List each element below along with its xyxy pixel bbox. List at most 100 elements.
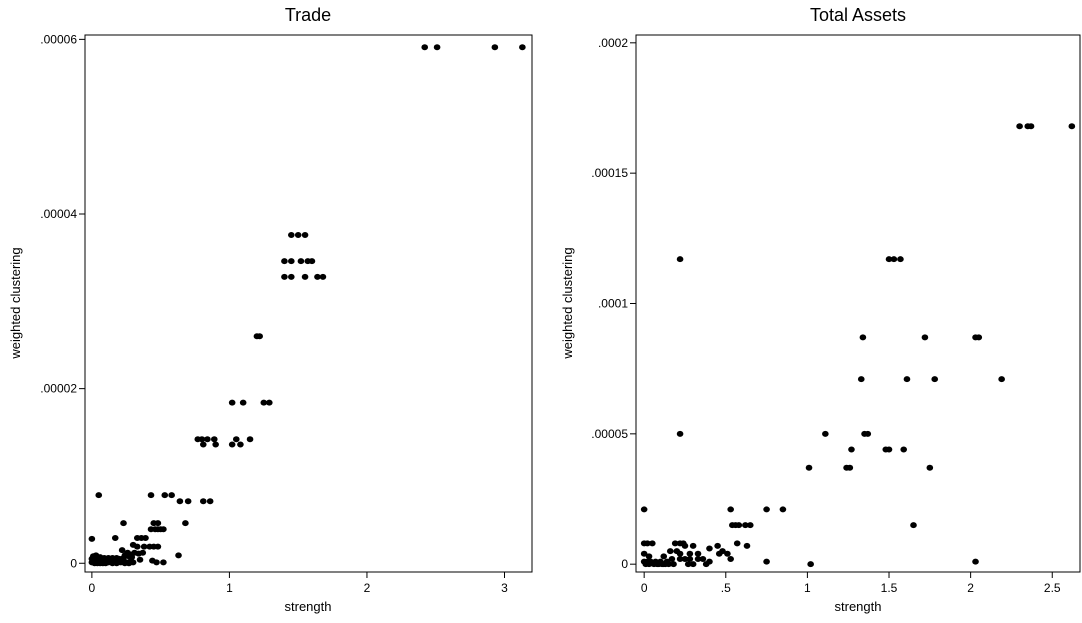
total-assets-data-point — [644, 540, 651, 547]
total-assets-data-point — [864, 430, 872, 437]
trade-data-point — [210, 436, 218, 443]
trade-data-point — [136, 556, 144, 563]
trade-data-point — [204, 436, 211, 443]
total-assets-data-point — [676, 430, 684, 437]
total-assets-data-point — [921, 334, 929, 341]
total-assets-data-point — [671, 540, 679, 547]
trade-data-point — [199, 498, 207, 505]
trade-data-point — [519, 44, 526, 51]
trade-data-point — [266, 399, 273, 406]
total-assets-data-point — [645, 553, 653, 560]
trade-data-point — [176, 498, 184, 505]
trade-data-point — [120, 520, 127, 527]
total-assets-data-point — [998, 376, 1005, 383]
total-assets-x-tick-label: 2.5 — [1044, 581, 1061, 595]
total-assets-data-point — [689, 561, 697, 568]
trade-data-point — [294, 231, 302, 238]
trade-ticks: 0 1 2 3 0 .00002 .00004 .00006 — [40, 32, 508, 595]
total-assets-data-point — [972, 558, 979, 565]
total-assets-x-axis-label: strength — [835, 599, 882, 614]
trade-data-point — [228, 441, 236, 448]
total-assets-data-point — [714, 542, 721, 549]
total-assets-data-point — [743, 542, 751, 549]
trade-data-point — [118, 547, 126, 554]
total-assets-data-point — [822, 430, 829, 437]
trade-data-point — [140, 543, 148, 550]
trade-data-point — [184, 498, 192, 505]
total-assets-data-point — [805, 464, 813, 471]
total-assets-data-point — [649, 540, 656, 547]
total-assets-data-point — [885, 256, 893, 263]
trade-data-point — [154, 526, 162, 533]
total-assets-data-point — [900, 446, 908, 453]
trade-x-tick-label: 2 — [364, 581, 371, 595]
total-assets-data-point — [706, 545, 713, 552]
trade-data-point — [237, 441, 244, 448]
trade-data-point — [198, 436, 206, 443]
trade-y-tick-label: .00002 — [40, 382, 77, 396]
total-assets-data-point — [686, 550, 694, 557]
trade-data-point — [153, 559, 160, 566]
trade-data-point — [199, 441, 207, 448]
total-assets-y-tick-label: 0 — [621, 557, 628, 571]
total-assets-data-point — [926, 464, 934, 471]
total-assets-data-point — [676, 555, 684, 562]
trade-data-point — [308, 258, 316, 265]
total-assets-data-point — [660, 553, 668, 560]
total-assets-data-point — [686, 555, 694, 562]
trade-x-axis-label: strength — [285, 599, 332, 614]
trade-data-point — [297, 258, 305, 265]
trade-data-point — [182, 520, 189, 527]
trade-data-point — [206, 498, 214, 505]
trade-points — [88, 44, 526, 567]
total-assets-data-point — [699, 555, 707, 562]
total-assets-data-point — [746, 522, 754, 529]
total-assets-data-point — [859, 334, 867, 341]
trade-title: Trade — [285, 5, 331, 25]
total-assets-data-point — [903, 376, 911, 383]
trade-data-point — [281, 273, 288, 280]
trade-data-point — [319, 273, 327, 280]
total-assets-data-point — [694, 550, 702, 557]
trade-y-axis-label: weighted clustering — [8, 247, 23, 359]
trade-data-point — [288, 273, 295, 280]
total-assets-data-point — [694, 555, 702, 562]
trade-data-point — [147, 492, 155, 499]
total-assets-plot-frame — [635, 34, 1081, 573]
total-assets-data-point — [897, 256, 904, 263]
total-assets-data-point — [779, 506, 787, 513]
total-assets-x-tick-label: 2 — [967, 581, 974, 595]
total-assets-data-point — [846, 464, 854, 471]
total-assets-data-point — [848, 446, 855, 453]
trade-data-point — [142, 534, 149, 541]
total-assets-x-tick-label: 0 — [641, 581, 648, 595]
total-assets-y-tick-label: .00015 — [591, 166, 628, 180]
trade-y-tick-label: .00004 — [40, 207, 77, 221]
trade-data-point — [228, 399, 236, 406]
trade-data-point — [133, 543, 141, 550]
total-assets-data-point — [689, 542, 697, 549]
trade-plot-frame — [84, 34, 533, 573]
total-assets-data-point — [640, 506, 648, 513]
total-assets-data-point — [857, 376, 865, 383]
total-assets-data-point — [676, 550, 684, 557]
trade-data-point — [95, 492, 103, 499]
trade-data-point — [154, 543, 162, 550]
total-assets-title: Total Assets — [810, 5, 906, 25]
trade-data-point — [161, 492, 169, 499]
trade-data-point — [491, 44, 499, 51]
trade-panel: Trade strength weighted clustering 0 1 2 30… — [8, 5, 533, 614]
trade-data-point — [288, 258, 295, 265]
trade-data-point — [239, 399, 247, 406]
total-assets-data-point — [975, 334, 983, 341]
total-assets-data-point — [668, 555, 676, 562]
trade-data-point — [232, 436, 240, 443]
total-assets-data-point — [684, 561, 692, 568]
trade-y-tick-label: 0 — [70, 556, 77, 570]
total-assets-data-point — [733, 540, 741, 547]
total-assets-data-point — [724, 550, 731, 557]
trade-data-point — [168, 492, 175, 499]
trade-data-point — [160, 526, 167, 533]
total-assets-y-tick-label: .0001 — [598, 297, 628, 311]
